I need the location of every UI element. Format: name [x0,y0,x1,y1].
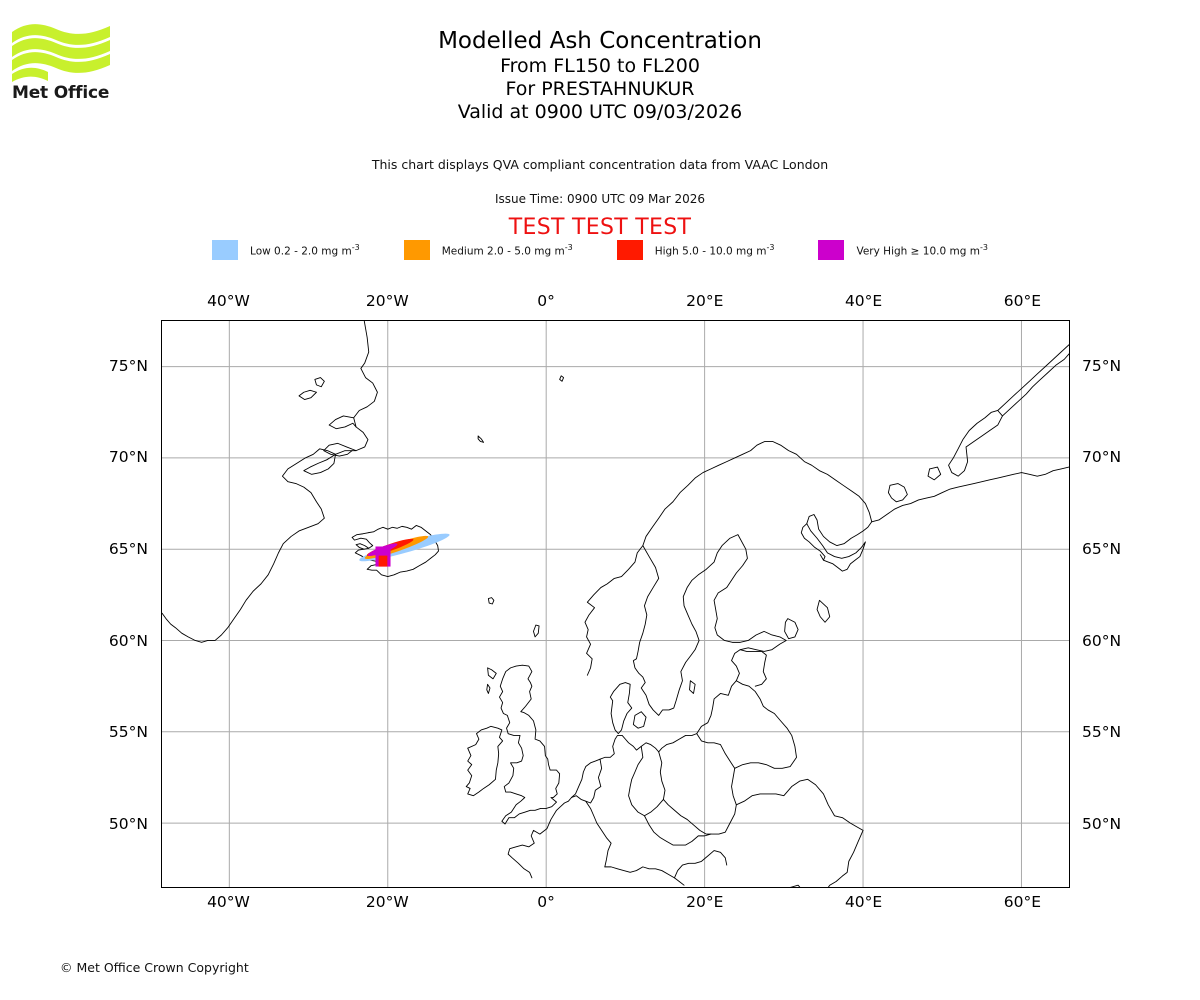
concentration-legend: Low 0.2 - 2.0 mg m-3 Medium 2.0 - 5.0 mg… [0,240,1200,260]
map-frame [161,320,1070,888]
map-gridlines [162,321,1069,887]
legend-label-medium: Medium 2.0 - 5.0 mg m-3 [441,242,573,258]
met-office-logo: Met Office [12,24,122,109]
y-tick-label-left-75°N: 75°N [108,356,148,375]
x-tick-label-40°W: 40°W [207,893,250,911]
legend-swatch-high [616,240,643,260]
y-tick-label-right-70°N: 70°N [1082,448,1122,467]
legend-item-low: Low 0.2 - 2.0 mg m-3 [212,240,360,260]
y-tick-label-left-60°N: 60°N [108,631,148,650]
x-tick-label-60°E: 60°E [1003,893,1041,911]
y-tick-label-right-75°N: 75°N [1082,356,1122,375]
issue-time: Issue Time: 0900 UTC 09 Mar 2026 [494,192,706,206]
met-office-logo-text: Met Office [12,83,110,103]
y-tick-label-left-65°N: 65°N [108,540,148,559]
legend-label-high: High 5.0 - 10.0 mg m-3 [654,242,775,258]
title-volcano-name: For PRESTAHNUKUR [505,77,695,100]
x-tick-label-0°: 0° [537,292,555,310]
legend-item-high: High 5.0 - 10.0 mg m-3 [616,240,775,260]
test-stamp: TEST TEST TEST [508,215,692,240]
y-tick-label-left-70°N: 70°N [108,448,148,467]
met-office-waves-icon [12,24,110,82]
ash-plume-overlay [359,533,450,567]
page-title: Modelled Ash Concentration [438,28,762,54]
title-flight-levels: From FL150 to FL200 [500,54,700,77]
legend-label-very-high: Very High ≥ 10.0 mg m-3 [856,242,988,258]
x-tick-label-40°E: 40°E [844,292,883,310]
x-tick-label-60°E: 60°E [1003,292,1041,310]
y-tick-label-right-60°N: 60°N [1082,631,1122,650]
legend-item-medium: Medium 2.0 - 5.0 mg m-3 [403,240,573,260]
x-tick-label-20°E: 20°E [686,292,724,310]
title-valid-time: Valid at 0900 UTC 09/03/2026 [457,101,743,124]
legend-item-very-high: Very High ≥ 10.0 mg m-3 [818,240,988,260]
x-tick-label-40°W: 40°W [207,292,250,310]
y-tick-label-left-55°N: 55°N [108,723,148,742]
map-coastlines [162,321,1069,887]
y-tick-label-right-50°N: 50°N [1082,814,1122,833]
chart-title-block: Modelled Ash Concentration From FL150 to… [0,28,1200,124]
y-tick-label-right-65°N: 65°N [1082,540,1122,559]
legend-label-low: Low 0.2 - 2.0 mg m-3 [250,242,360,258]
map-container[interactable] [161,320,1070,888]
map-canvas [162,321,1069,887]
x-tick-label-20°W: 20°W [365,893,409,911]
legend-swatch-low [212,240,239,260]
qva-note: This chart displays QVA compliant concen… [371,157,829,172]
y-tick-label-left-50°N: 50°N [108,814,148,833]
x-tick-label-20°W: 20°W [365,292,409,310]
x-tick-label-0°: 0° [537,893,555,911]
x-tick-label-40°E: 40°E [844,893,883,911]
copyright-text: © Met Office Crown Copyright [60,960,249,975]
legend-swatch-medium [403,240,430,260]
x-tick-label-20°E: 20°E [686,893,724,911]
legend-swatch-very-high [818,240,845,260]
y-tick-label-right-55°N: 55°N [1082,723,1122,742]
